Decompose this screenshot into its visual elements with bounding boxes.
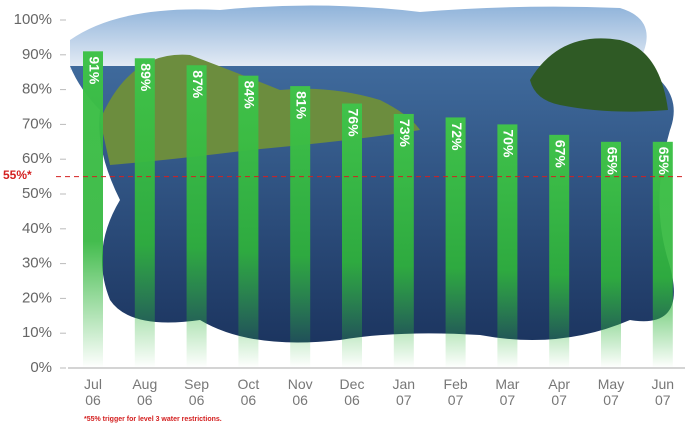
value-label: 76%: [345, 109, 361, 138]
bar: [83, 51, 103, 368]
y-tick-label: 0%: [30, 359, 52, 376]
bar: [652, 141, 673, 368]
bar: [238, 75, 259, 369]
value-label: 72%: [449, 122, 465, 151]
bar: [134, 58, 155, 368]
threshold-label: 55%*: [3, 168, 32, 182]
y-tick-label: 100%: [14, 11, 52, 28]
value-label: 91%: [86, 56, 102, 85]
y-tick-label: 30%: [22, 255, 52, 272]
bar: [342, 103, 362, 369]
bar: [497, 124, 518, 369]
y-tick-label: 10%: [22, 324, 52, 341]
value-label: 65%: [604, 147, 620, 176]
y-tick-label: 90%: [22, 46, 52, 63]
y-tick-label: 70%: [22, 115, 52, 132]
y-tick-label: 50%: [22, 185, 52, 202]
x-tick-label: Apr 07: [548, 376, 571, 408]
y-tick-label: 20%: [22, 289, 52, 306]
bar: [601, 141, 621, 368]
value-label: 65%: [656, 147, 672, 176]
y-tick-label: 60%: [22, 150, 52, 167]
bar: [549, 134, 570, 368]
x-tick-label: Sep 06: [184, 376, 210, 408]
value-label: 81%: [293, 91, 309, 120]
bar: [186, 65, 207, 369]
x-tick-label: Jan 07: [392, 376, 416, 408]
x-tick-label: Feb 07: [443, 376, 468, 408]
bar: [290, 86, 311, 369]
scenery: [70, 5, 674, 343]
x-tick-label: May 07: [597, 376, 625, 408]
x-tick-label: Oct 06: [237, 376, 260, 408]
x-tick-label: Dec 06: [339, 376, 365, 408]
value-label: 70%: [501, 129, 517, 158]
bar: [393, 113, 414, 369]
value-label: 87%: [190, 70, 206, 99]
value-label: 84%: [242, 81, 258, 110]
y-tick-label: 80%: [22, 81, 52, 98]
footnote: *55% trigger for level 3 water restricti…: [84, 416, 222, 423]
y-tick-label: 40%: [22, 220, 52, 237]
x-tick-label: Jul 06: [84, 376, 102, 408]
value-label: 67%: [552, 140, 568, 169]
x-tick-label: Aug 06: [132, 376, 158, 408]
bar: [445, 117, 466, 368]
x-tick-label: Nov 06: [287, 376, 313, 408]
value-label: 73%: [397, 119, 413, 148]
value-label: 89%: [138, 63, 154, 92]
x-tick-label: Mar 07: [495, 376, 520, 408]
x-tick-label: Jun 07: [651, 376, 675, 408]
